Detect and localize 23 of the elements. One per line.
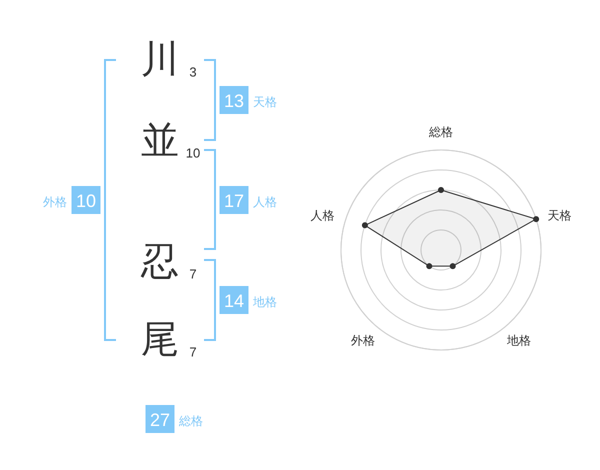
text: 並 <box>141 120 179 162</box>
text: 7 <box>189 344 197 360</box>
category-label: 地格 <box>252 295 277 309</box>
text: 7 <box>189 266 197 282</box>
category-label: 外格 <box>43 195 67 209</box>
spoke-label: 人格 <box>310 208 334 222</box>
data-label: 17 <box>224 191 244 211</box>
category-label: 総格 <box>178 414 203 428</box>
text: 3 <box>189 64 197 80</box>
text: 尾 <box>141 319 179 361</box>
data-label: 14 <box>224 291 244 311</box>
category-label: 天格 <box>253 95 277 109</box>
text: 10 <box>186 146 200 160</box>
spoke-label: 外格 <box>351 334 376 348</box>
text: 川 <box>141 39 179 81</box>
spoke-label: 地格 <box>506 334 531 348</box>
data-label: 10 <box>76 191 96 211</box>
data-label: 27 <box>150 410 170 430</box>
category-label: 人格 <box>253 195 277 209</box>
data-label: 13 <box>224 91 244 111</box>
text: 忍 <box>140 241 179 283</box>
spoke-label: 総格 <box>428 125 453 139</box>
spoke-label: 天格 <box>548 208 572 222</box>
